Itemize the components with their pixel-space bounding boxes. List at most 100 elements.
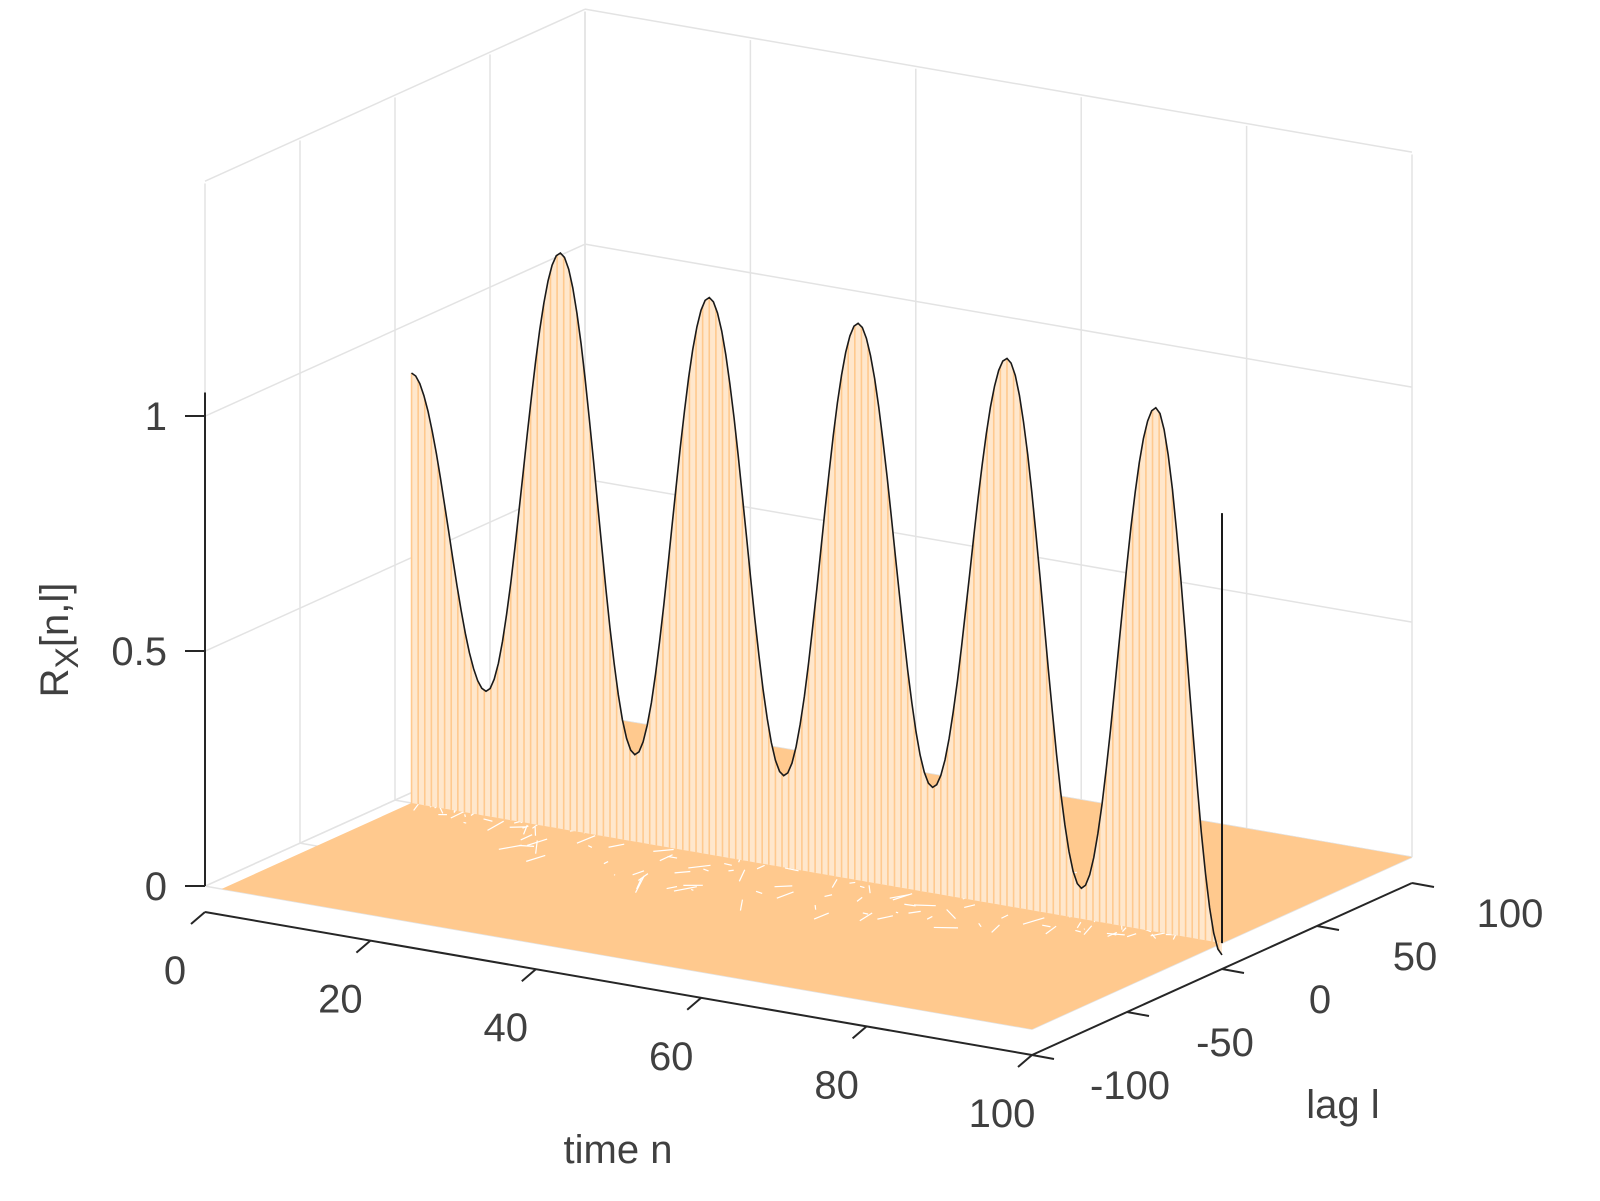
mesh-line [856, 896, 863, 902]
ridge-edge [411, 251, 1223, 956]
x-tick-label: 40 [484, 1006, 529, 1050]
mesh-line [964, 904, 976, 909]
mesh-line [831, 878, 838, 888]
y-tick-label: 50 [1393, 935, 1438, 979]
z-tick-label: 1 [145, 395, 167, 439]
mesh-line [632, 870, 645, 876]
x-tick [851, 1025, 868, 1040]
mesh-line [859, 885, 865, 889]
mesh-line [1001, 914, 1009, 919]
mesh-line [913, 904, 936, 907]
mesh-line [738, 869, 746, 882]
mesh-line [439, 807, 444, 814]
tick-labels: 0 0.5 1 0 20 40 60 80 100 -100 -50 0 50 100 [111, 395, 1543, 1136]
y-tick [1411, 882, 1435, 888]
mesh-line [946, 909, 956, 920]
mesh-line [868, 885, 871, 894]
mesh-line [1150, 932, 1167, 937]
z-tick-label: 0 [145, 865, 167, 909]
mesh-line [1121, 927, 1127, 932]
x-axis-line [204, 911, 1033, 1056]
mesh-line [1083, 925, 1093, 936]
mesh-line [813, 912, 829, 920]
mesh-line [703, 868, 709, 872]
mesh-line [638, 873, 649, 882]
ridge-fill [411, 253, 1222, 955]
mesh-line [520, 834, 533, 841]
mesh-line [756, 864, 765, 870]
mesh-line [978, 922, 982, 928]
mesh-line [483, 818, 493, 822]
mesh-line [526, 838, 548, 846]
mesh-line [464, 814, 466, 818]
mesh-line [522, 825, 529, 829]
mesh-line [774, 885, 793, 888]
z-tick-label: 0.5 [111, 630, 167, 674]
mesh-line [889, 894, 910, 899]
mesh-line [849, 881, 856, 884]
y-tick [1031, 1054, 1055, 1060]
mesh-line [1045, 925, 1057, 935]
mesh-line [776, 891, 794, 899]
mesh-line [588, 845, 593, 848]
y-tick [1316, 925, 1340, 931]
mesh-line [690, 888, 694, 891]
x-tick-label: 100 [969, 1092, 1036, 1136]
mesh-line [784, 867, 799, 872]
x-tick-label: 0 [164, 949, 186, 993]
axes [185, 392, 1435, 1068]
mesh-line [674, 870, 691, 874]
x-tick [521, 968, 537, 982]
mesh-line [636, 877, 643, 890]
mesh-line [859, 912, 873, 922]
x-tick [686, 997, 702, 1011]
mesh-line [673, 886, 697, 892]
grid-line [204, 8, 586, 182]
mesh-line [862, 912, 869, 915]
mesh-line [728, 869, 734, 872]
mesh-line [635, 875, 645, 893]
mesh-line [991, 924, 1000, 933]
z-axis-label-main: R [33, 668, 77, 697]
grid-line [584, 243, 1413, 388]
mesh-line [487, 820, 504, 831]
z-axis-label-rest: [n,l] [33, 583, 77, 647]
mesh-line [523, 824, 528, 835]
mesh-line [608, 843, 625, 848]
mesh-line [666, 886, 678, 890]
y-tick [1221, 968, 1245, 974]
y-tick-label: -50 [1196, 1021, 1254, 1065]
svg-text:RX[n,l]: RX[n,l] [33, 583, 85, 698]
x-tick [355, 939, 372, 954]
grid-line [584, 8, 1413, 153]
y-tick [1126, 1011, 1150, 1017]
mesh-line [904, 903, 916, 907]
mesh-line [576, 835, 596, 844]
mesh-line [603, 861, 609, 865]
x-tick-label: 60 [649, 1035, 694, 1079]
mesh-line [739, 899, 744, 911]
x-tick-label: 20 [318, 978, 363, 1022]
z-axis-label: RX[n,l] [33, 583, 85, 698]
mesh-line [519, 844, 535, 847]
mesh-line [1126, 933, 1137, 938]
mesh-line [755, 890, 763, 895]
mesh-line [1042, 924, 1051, 928]
surface-plot [221, 251, 1412, 1030]
y-tick-label: -100 [1090, 1064, 1170, 1108]
mesh-line [1076, 921, 1082, 929]
y-tick-label: 100 [1477, 892, 1544, 936]
mesh-line [653, 848, 674, 852]
y-axis-label: lag l [1306, 1083, 1379, 1127]
mesh-line [688, 864, 711, 869]
mesh-line [824, 894, 833, 898]
mesh-line [814, 904, 817, 910]
mesh-line [724, 862, 732, 866]
x-tick [190, 911, 206, 925]
mesh-line [526, 854, 546, 862]
y-tick-label: 0 [1309, 978, 1331, 1022]
mesh-line [1075, 929, 1082, 933]
mesh-line [895, 911, 899, 914]
mesh-line [926, 915, 933, 920]
